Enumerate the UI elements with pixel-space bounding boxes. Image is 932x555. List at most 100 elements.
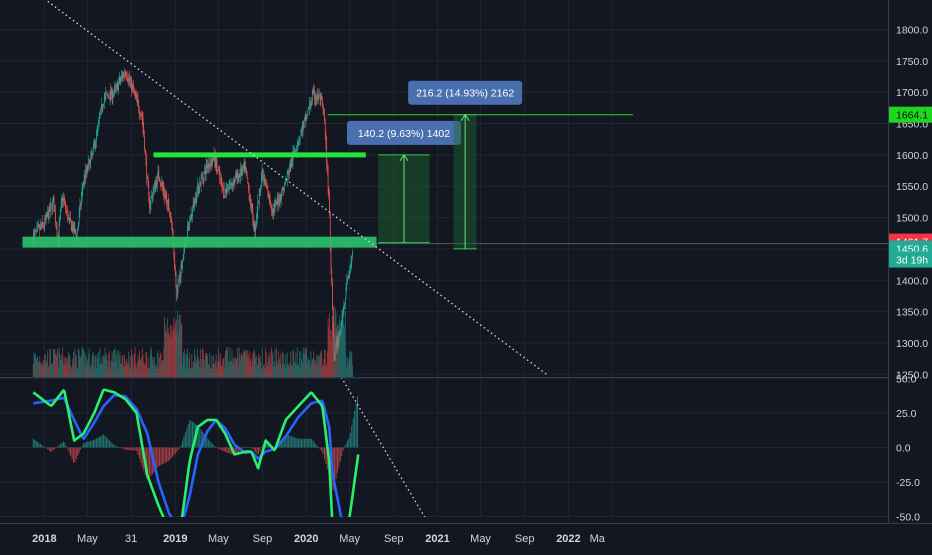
volume-bar [324, 350, 326, 377]
y-tick-label: 1750.0 [896, 56, 928, 68]
histogram-bar [136, 447, 138, 451]
histogram-bar [75, 447, 77, 460]
candle-body [143, 126, 145, 137]
volume-bar [146, 368, 148, 377]
candle-body [97, 124, 99, 130]
histogram-bar [62, 441, 64, 448]
volume-bar [95, 355, 97, 377]
candle-body [63, 198, 65, 201]
candle-body [350, 266, 351, 271]
candle-body [304, 115, 306, 119]
histogram-bar [39, 443, 41, 448]
histogram-bar [309, 438, 311, 448]
candle-body [130, 78, 132, 81]
price-label: 1664.1 [896, 110, 928, 122]
volume-bar [56, 353, 58, 377]
histogram-bar [322, 447, 324, 455]
candle-body [117, 82, 119, 91]
volume-bar [234, 365, 236, 377]
volume-bar [79, 356, 81, 377]
histogram-bar [349, 432, 351, 448]
volume-bar [122, 355, 124, 377]
volume-bar [55, 356, 57, 377]
histogram-bar [156, 447, 158, 469]
volume-bar [291, 364, 292, 377]
volume-bar [210, 368, 212, 377]
histogram-bar [354, 410, 356, 448]
candle-body [64, 200, 66, 203]
volume-bar [291, 365, 293, 377]
candle-body [324, 114, 325, 121]
candle-body [112, 95, 114, 99]
candle-body [219, 171, 221, 179]
volume-bar [206, 353, 208, 377]
candle-body [306, 114, 308, 116]
price-label-box [889, 251, 932, 268]
volume-bar [52, 349, 54, 377]
candle-body [272, 208, 274, 213]
histogram-bar [146, 447, 148, 479]
histogram-bar [302, 438, 304, 448]
volume-bar [330, 340, 332, 377]
histogram-bar [237, 447, 239, 452]
candle-body [191, 214, 193, 217]
volume-bar [332, 323, 334, 377]
volume-bar [172, 329, 174, 377]
candle-body [52, 200, 53, 211]
candle-body [139, 110, 140, 115]
histogram-bar [67, 447, 69, 450]
candle-body [327, 165, 328, 169]
candle-body [93, 143, 95, 145]
volume-bar [208, 364, 210, 377]
candle-body [322, 99, 323, 106]
candle-body [50, 204, 52, 206]
candle-body [238, 176, 239, 182]
volume-bar [280, 353, 282, 377]
candle-body [262, 169, 264, 179]
candle-body [321, 95, 323, 100]
histogram-bar [114, 445, 116, 448]
candle-body [145, 152, 147, 161]
candle-body [295, 150, 297, 152]
volume-bar [257, 365, 259, 377]
candle-body [53, 197, 55, 212]
x-tick-label: 2020 [294, 533, 318, 545]
candle-body [261, 177, 262, 188]
volume-bar [294, 362, 296, 377]
histogram-bar [286, 434, 288, 448]
candle-body [291, 158, 292, 167]
histogram-bar [255, 447, 257, 453]
candle-body [193, 202, 195, 207]
volume-bar [194, 348, 196, 377]
volume-bar [270, 347, 272, 377]
volume-bar [229, 347, 231, 377]
volume-bar [344, 311, 346, 377]
volume-bar [322, 365, 324, 377]
volume-bar [201, 359, 203, 377]
candle-body [281, 194, 282, 200]
candle-body [79, 204, 81, 213]
volume-bar [108, 354, 110, 377]
volume-bar [34, 355, 36, 377]
volume-bar [51, 363, 53, 377]
candle-body [150, 197, 152, 204]
candle-body [46, 214, 48, 217]
x-tick-label: Ma [590, 533, 606, 545]
volume-bar [323, 359, 325, 377]
volume-bar [282, 363, 284, 377]
histogram-bar [100, 435, 102, 448]
candle-body [315, 97, 317, 100]
volume-bar [126, 358, 127, 377]
histogram-bar [197, 425, 199, 448]
volume-bar [156, 366, 158, 377]
x-tick-label: Sep [253, 533, 273, 545]
candle-body [309, 103, 311, 107]
histogram-bar [200, 429, 202, 448]
volume-bar [169, 335, 171, 377]
volume-bar [345, 356, 347, 377]
candle-body [200, 183, 201, 187]
measurement-label-box [346, 120, 461, 145]
histogram-bar [37, 441, 39, 448]
volume-bar [220, 366, 222, 377]
